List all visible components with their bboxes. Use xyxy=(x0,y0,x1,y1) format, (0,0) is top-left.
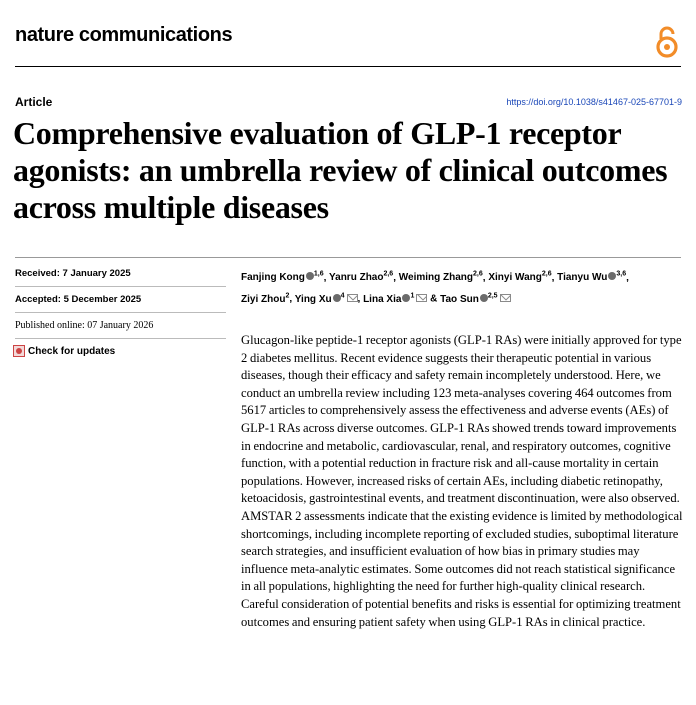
author-name[interactable]: Tao Sun 2,5 xyxy=(440,292,511,305)
title-rule xyxy=(15,257,681,258)
email-icon[interactable] xyxy=(416,293,428,302)
author-name-text: Tianyu Wu xyxy=(557,272,608,284)
author-name-text: Weiming Zhang xyxy=(398,272,474,284)
author-name[interactable]: Tianyu Wu 3,6 xyxy=(557,271,627,284)
author-affiliation: 4 xyxy=(340,292,345,300)
email-icon[interactable] xyxy=(346,293,358,302)
doi-link[interactable]: https://doi.org/10.1038/s41467-025-67701… xyxy=(506,97,682,107)
author-affiliation: 2,6 xyxy=(541,271,552,278)
author-name[interactable]: Xinyi Wang2,6 xyxy=(488,271,552,284)
author-affiliation: 1 xyxy=(410,292,415,300)
abstract-text: Glucagon-like peptide-1 receptor agonist… xyxy=(241,333,683,629)
orcid-icon[interactable] xyxy=(402,293,411,302)
orcid-icon[interactable] xyxy=(608,272,617,281)
orcid-icon[interactable] xyxy=(479,293,488,302)
author-affiliation: 2 xyxy=(285,292,290,300)
author-affiliation: 2,5 xyxy=(487,292,498,300)
author-name-text: Ziyi Zhou xyxy=(241,293,286,305)
received-date: Received: 7 January 2025 xyxy=(15,268,226,287)
email-icon[interactable] xyxy=(499,293,511,302)
author-affiliation: 2,6 xyxy=(473,271,483,278)
author-name[interactable]: Ying Xu 4 xyxy=(294,292,358,305)
check-for-updates-label: Check for updates xyxy=(28,345,116,357)
published-date: Published online: 07 January 2026 xyxy=(15,320,226,339)
header-rule xyxy=(15,66,681,67)
author-name[interactable]: Lina Xia 1 xyxy=(363,292,428,305)
author-name-text: Fanjing Kong xyxy=(241,272,305,284)
author-name[interactable]: Weiming Zhang2,6 xyxy=(398,271,483,284)
journal-name: nature communications xyxy=(15,24,233,46)
check-for-updates-button[interactable]: Check for updates xyxy=(13,345,115,357)
author-name-text: Tao Sun xyxy=(440,293,479,305)
accepted-date: Accepted: 5 December 2025 xyxy=(15,294,226,313)
article-type-label: Article xyxy=(15,95,53,109)
author-name-text: Lina Xia xyxy=(363,293,402,305)
author-name-text: Ying Xu xyxy=(294,293,332,305)
author-name[interactable]: Yanru Zhao2,6 xyxy=(329,271,394,284)
check-for-updates-icon xyxy=(13,345,25,357)
orcid-icon[interactable] xyxy=(305,272,314,281)
author-name[interactable]: Fanjing Kong 1,6 xyxy=(241,271,324,284)
author-affiliation: 1,6 xyxy=(313,271,324,278)
open-access-lock-icon xyxy=(656,26,678,58)
author-name-text: Yanru Zhao xyxy=(329,272,384,284)
author-name-text: Xinyi Wang xyxy=(488,272,542,284)
paper-title: Comprehensive evaluation of GLP-1 recept… xyxy=(13,115,668,225)
author-list: Fanjing Kong 1,6, Yanru Zhao2,6, Weiming … xyxy=(241,271,629,305)
orcid-icon[interactable] xyxy=(332,293,341,302)
author-affiliation: 3,6 xyxy=(616,271,627,278)
author-name[interactable]: Ziyi Zhou2 xyxy=(241,292,290,305)
author-affiliation: 2,6 xyxy=(383,271,394,278)
